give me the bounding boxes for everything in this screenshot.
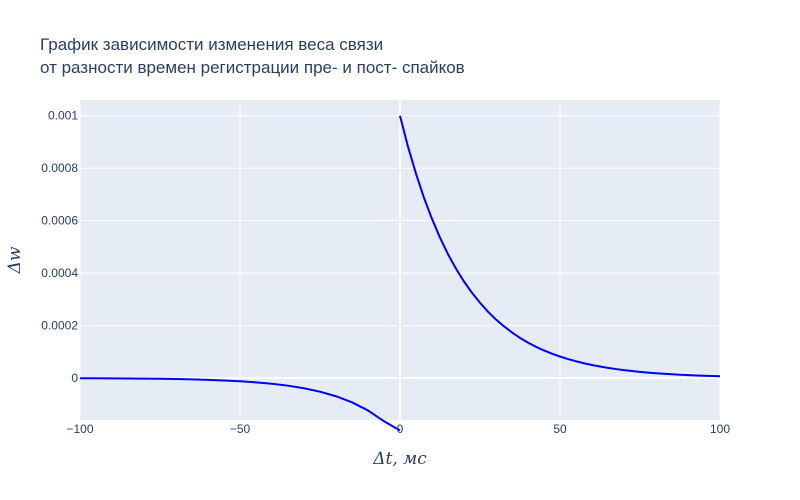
x-tick-label: 0	[397, 422, 404, 436]
y-tick-label: 0.0002	[41, 319, 78, 333]
series-line-2	[399, 115, 721, 378]
chart-title: График зависимости изменения веса связи …	[40, 35, 465, 77]
x-tick-label: 100	[710, 422, 730, 436]
x-tick-labels: −100 −50 0 50 100	[66, 422, 730, 436]
y-tick-label: 0.0006	[41, 214, 78, 228]
y-tick-label: 0.0004	[41, 266, 78, 280]
chart-title-line-1: График зависимости изменения веса связи	[40, 35, 383, 54]
x-tick-label: 50	[553, 422, 567, 436]
y-tick-label: 0	[71, 371, 78, 385]
y-tick-labels: 0 0.0002 0.0004 0.0006 0.0008 0.001	[41, 109, 78, 385]
y-axis-title: Δw	[5, 246, 25, 274]
y-tick-label: 0.001	[48, 109, 78, 123]
x-tick-label: −100	[66, 422, 93, 436]
y-tick-label: 0.0008	[41, 161, 78, 175]
x-axis-title: Δt, мс	[372, 449, 427, 469]
zero-lines	[80, 100, 720, 420]
series-lines	[79, 115, 721, 432]
series-line-1	[79, 377, 401, 432]
chart-title-line-2: от разности времен регистрации пре- и по…	[40, 58, 465, 77]
x-tick-label: −50	[230, 422, 251, 436]
